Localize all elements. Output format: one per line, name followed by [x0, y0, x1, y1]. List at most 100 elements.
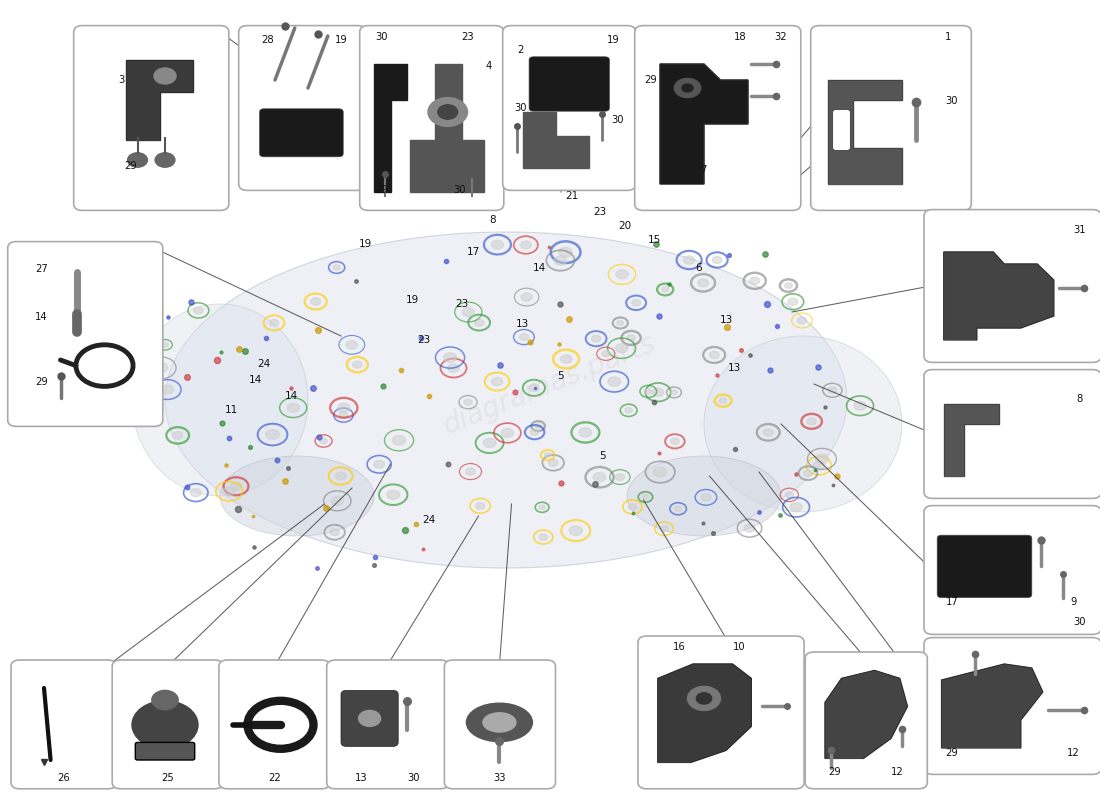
Text: 18: 18 — [734, 32, 746, 42]
Circle shape — [653, 467, 667, 477]
Circle shape — [231, 482, 242, 490]
Text: 19: 19 — [359, 239, 372, 249]
Circle shape — [652, 388, 663, 396]
Circle shape — [530, 429, 539, 435]
Circle shape — [339, 412, 348, 418]
Circle shape — [162, 385, 174, 394]
Circle shape — [710, 351, 719, 358]
Text: 11: 11 — [224, 405, 238, 414]
Circle shape — [155, 153, 175, 167]
FancyBboxPatch shape — [503, 26, 636, 190]
Circle shape — [660, 526, 668, 532]
Circle shape — [492, 240, 504, 249]
Text: 24: 24 — [257, 359, 271, 369]
Circle shape — [132, 701, 198, 749]
Circle shape — [671, 438, 680, 445]
Text: 29: 29 — [35, 377, 47, 387]
Circle shape — [750, 277, 760, 285]
Text: 9: 9 — [1070, 598, 1076, 607]
FancyBboxPatch shape — [11, 660, 117, 789]
Polygon shape — [944, 252, 1054, 340]
Ellipse shape — [483, 713, 516, 732]
FancyBboxPatch shape — [635, 26, 801, 210]
Circle shape — [608, 377, 620, 386]
FancyBboxPatch shape — [638, 636, 804, 789]
Circle shape — [535, 424, 541, 428]
Circle shape — [448, 364, 460, 372]
Circle shape — [393, 435, 406, 445]
FancyBboxPatch shape — [937, 535, 1032, 598]
Text: 13: 13 — [516, 319, 529, 329]
Text: 21: 21 — [565, 191, 579, 201]
Circle shape — [333, 265, 340, 270]
Polygon shape — [942, 664, 1043, 748]
Text: 17: 17 — [946, 598, 958, 607]
Circle shape — [521, 293, 532, 301]
Circle shape — [674, 506, 682, 511]
Text: 25: 25 — [162, 773, 174, 782]
Circle shape — [798, 317, 806, 324]
Circle shape — [815, 454, 828, 463]
Text: 26: 26 — [57, 773, 70, 782]
Text: 30: 30 — [453, 186, 465, 195]
Text: 30: 30 — [945, 96, 957, 106]
Polygon shape — [828, 80, 902, 184]
Circle shape — [352, 361, 362, 368]
FancyBboxPatch shape — [360, 26, 504, 210]
Polygon shape — [522, 112, 588, 168]
Circle shape — [320, 438, 328, 444]
FancyBboxPatch shape — [924, 210, 1100, 362]
Circle shape — [194, 307, 204, 314]
Text: 7: 7 — [700, 165, 706, 174]
Text: 19: 19 — [406, 295, 419, 305]
Circle shape — [627, 334, 636, 341]
Circle shape — [790, 503, 802, 512]
FancyBboxPatch shape — [341, 690, 398, 746]
Text: 27: 27 — [35, 264, 47, 274]
Circle shape — [223, 487, 235, 496]
FancyBboxPatch shape — [135, 742, 195, 760]
Circle shape — [519, 334, 529, 341]
FancyBboxPatch shape — [112, 660, 223, 789]
Circle shape — [474, 319, 484, 326]
Text: 13: 13 — [719, 315, 733, 325]
Text: 12: 12 — [1067, 748, 1079, 758]
Circle shape — [387, 490, 399, 499]
Circle shape — [554, 256, 566, 265]
Text: 6: 6 — [695, 263, 702, 273]
Circle shape — [701, 494, 711, 501]
Circle shape — [539, 534, 548, 540]
Text: 2: 2 — [518, 46, 524, 55]
Text: 13: 13 — [728, 363, 741, 373]
Ellipse shape — [165, 232, 847, 568]
Circle shape — [560, 355, 572, 363]
Text: 24: 24 — [422, 515, 436, 525]
Circle shape — [483, 438, 496, 447]
FancyBboxPatch shape — [219, 660, 330, 789]
Text: 22: 22 — [268, 773, 280, 782]
Circle shape — [683, 256, 695, 264]
Ellipse shape — [132, 304, 308, 496]
Polygon shape — [658, 664, 751, 762]
Text: 30: 30 — [408, 773, 420, 782]
Text: diagramas.parts: diagramas.parts — [440, 329, 660, 439]
Text: 3: 3 — [118, 75, 124, 85]
Text: 19: 19 — [607, 34, 619, 45]
Circle shape — [173, 432, 183, 439]
Circle shape — [128, 153, 147, 167]
Text: 14: 14 — [35, 312, 47, 322]
Text: 29: 29 — [124, 161, 138, 171]
Circle shape — [266, 430, 279, 439]
FancyBboxPatch shape — [811, 26, 971, 210]
Circle shape — [628, 504, 637, 510]
Circle shape — [625, 407, 632, 413]
Circle shape — [807, 418, 816, 425]
Circle shape — [616, 270, 628, 279]
Circle shape — [336, 472, 346, 480]
Text: 23: 23 — [593, 207, 606, 217]
Text: 23: 23 — [417, 335, 430, 345]
Circle shape — [579, 428, 592, 437]
Circle shape — [502, 429, 514, 438]
Ellipse shape — [220, 456, 374, 536]
Text: 14: 14 — [532, 263, 546, 273]
